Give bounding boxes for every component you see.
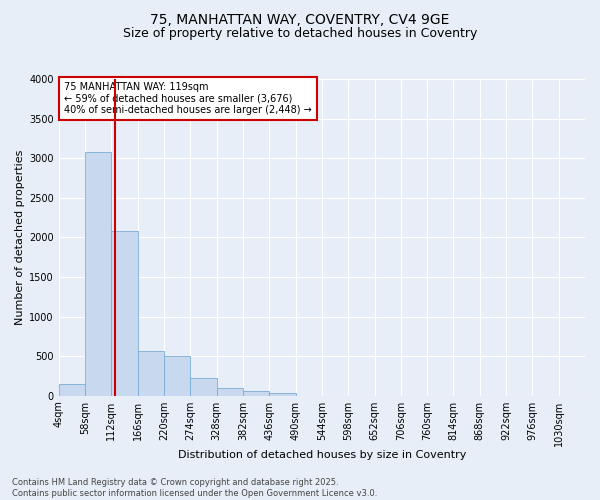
Bar <box>85 152 112 396</box>
X-axis label: Distribution of detached houses by size in Coventry: Distribution of detached houses by size … <box>178 450 466 460</box>
Bar <box>217 388 243 396</box>
Bar <box>243 390 269 396</box>
Y-axis label: Number of detached properties: Number of detached properties <box>15 150 25 325</box>
Bar <box>190 378 217 396</box>
Bar <box>269 392 296 396</box>
Text: 75 MANHATTAN WAY: 119sqm
← 59% of detached houses are smaller (3,676)
40% of sem: 75 MANHATTAN WAY: 119sqm ← 59% of detach… <box>64 82 312 116</box>
Bar <box>59 384 85 396</box>
Bar <box>112 231 138 396</box>
Bar <box>138 350 164 396</box>
Text: Contains HM Land Registry data © Crown copyright and database right 2025.
Contai: Contains HM Land Registry data © Crown c… <box>12 478 377 498</box>
Text: Size of property relative to detached houses in Coventry: Size of property relative to detached ho… <box>123 28 477 40</box>
Bar <box>164 356 190 396</box>
Text: 75, MANHATTAN WAY, COVENTRY, CV4 9GE: 75, MANHATTAN WAY, COVENTRY, CV4 9GE <box>151 12 449 26</box>
